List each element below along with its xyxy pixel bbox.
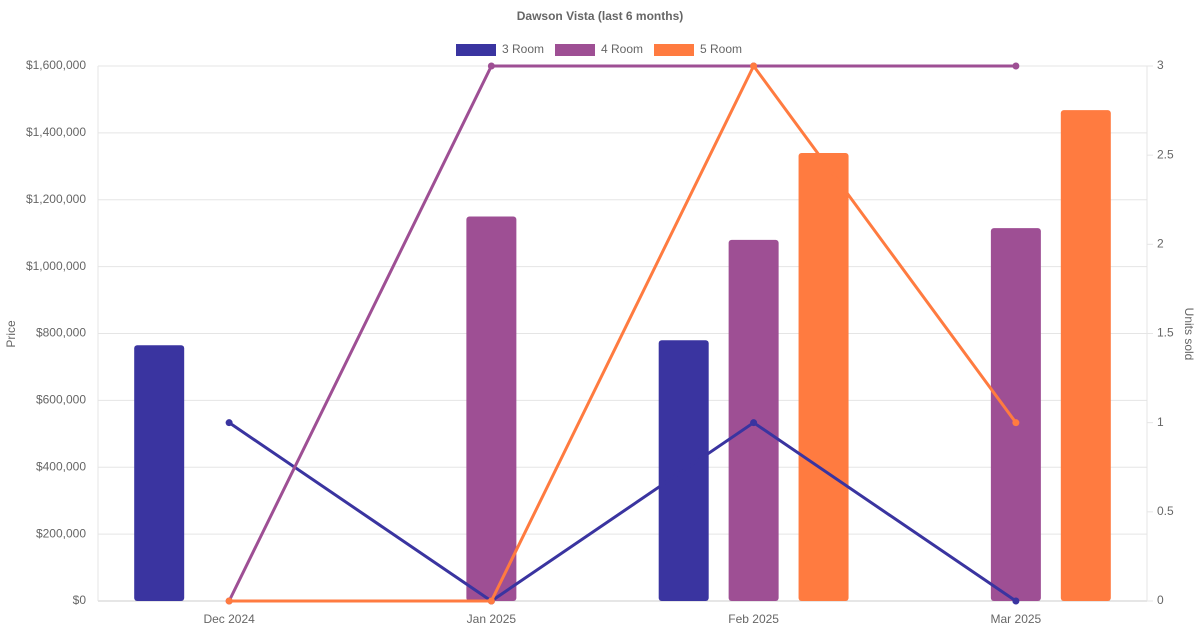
y2-tick-label: 1.5 [1157, 326, 1174, 340]
point [750, 62, 758, 70]
legend-label: 3 Room [502, 42, 544, 56]
bar [134, 345, 185, 601]
x-tick-label: Mar 2025 [991, 612, 1042, 626]
y-tick-label: $1,400,000 [26, 125, 86, 139]
y-tick-label: $800,000 [36, 326, 86, 340]
y-tick-label: $1,200,000 [26, 192, 86, 206]
point [225, 597, 233, 605]
y2-tick-label: 0.5 [1157, 504, 1174, 518]
y-axis-title: Price [4, 320, 18, 348]
x-tick-label: Dec 2024 [203, 612, 255, 626]
bar [990, 228, 1041, 601]
y-tick-label: $200,000 [36, 526, 86, 540]
point [1012, 597, 1020, 605]
y-tick-label: $1,600,000 [26, 58, 86, 72]
point [487, 62, 495, 70]
point [1012, 419, 1020, 427]
y-tick-label: $1,000,000 [26, 259, 86, 273]
point [225, 419, 233, 427]
bar [798, 152, 849, 601]
legend-label: 5 Room [700, 42, 742, 56]
line [228, 420, 1017, 603]
bar [466, 216, 517, 601]
bar [1060, 110, 1111, 601]
point [487, 597, 495, 605]
point [750, 419, 758, 427]
chart-title: Dawson Vista (last 6 months) [517, 9, 683, 23]
y-tick-label: $600,000 [36, 393, 86, 407]
y-tick-label: $0 [73, 593, 87, 607]
y2-axis-title: Units sold [1182, 308, 1196, 361]
y2-tick-label: 2.5 [1157, 147, 1174, 161]
y-tick-label: $400,000 [36, 459, 86, 473]
line [229, 63, 1018, 603]
legend-swatch[interactable] [456, 44, 496, 56]
legend-swatch[interactable] [555, 44, 595, 56]
legend-swatch[interactable] [654, 44, 694, 56]
line [227, 64, 1016, 602]
y2-tick-label: 0 [1157, 593, 1164, 607]
x-tick-label: Jan 2025 [467, 612, 517, 626]
legend-label: 4 Room [601, 42, 643, 56]
x-tick-label: Feb 2025 [728, 612, 779, 626]
y2-tick-label: 2 [1157, 237, 1164, 251]
y2-tick-label: 1 [1157, 415, 1164, 429]
y2-tick-label: 3 [1157, 58, 1164, 72]
point [1012, 62, 1020, 70]
